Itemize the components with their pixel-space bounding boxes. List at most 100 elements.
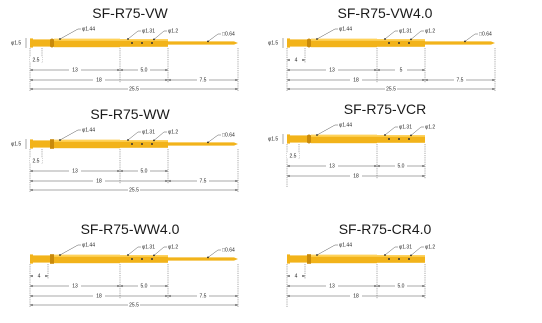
pin-collar [30, 38, 33, 48]
pin-barrel-highlight [377, 39, 425, 41]
pin-tip [168, 142, 238, 146]
dimension-label-bg [128, 86, 140, 91]
crimp-dot [398, 42, 400, 44]
callout-diameter-mid: φ1.31 [399, 125, 412, 131]
callout-diameter-mid: φ1.31 [142, 245, 155, 251]
arrow-head [45, 274, 48, 278]
callout-leader [410, 246, 424, 256]
callout-diameter-mid: φ1.31 [399, 245, 412, 251]
arrow-head [30, 179, 33, 183]
dimension-label-bg [128, 187, 140, 192]
callout-leader [384, 246, 398, 256]
arrow-head [165, 169, 168, 173]
arrow-head [287, 174, 290, 178]
arrow-head [302, 274, 305, 278]
callout-diameter-mid: φ1.31 [142, 29, 155, 35]
dimension-label: 18 [353, 78, 359, 84]
dimension-label-bg [93, 293, 105, 298]
callout-leader [59, 28, 81, 40]
dimension-label: 5.0 [141, 284, 148, 290]
dimension-label-bg [138, 283, 150, 288]
dimension-label: 7.5 [200, 179, 207, 185]
pin-title: SF-R75-VCR [344, 101, 426, 117]
arrow-head [120, 284, 123, 288]
arrow-head [287, 68, 290, 72]
arrow-head [235, 87, 238, 91]
arrow-head [422, 174, 425, 178]
arrow-head [168, 294, 171, 298]
dimension-label-bg [326, 283, 338, 288]
dimension-label: 13 [72, 68, 78, 74]
pin-main-body [54, 254, 120, 264]
callout-diameter-mid: φ1.31 [142, 130, 155, 136]
arrow-head [30, 303, 33, 307]
pin-title: SF-R75-WW [90, 106, 170, 122]
arrow-head [422, 78, 425, 82]
pin-tip [168, 41, 238, 45]
arrow-head [235, 188, 238, 192]
crimp-dot [131, 143, 133, 145]
callout-leader [59, 129, 81, 141]
callout-leader [207, 33, 221, 42]
pin-barrel [377, 39, 425, 47]
pin-main-body [311, 134, 377, 144]
callout-diameter-barrel: φ1.2 [425, 125, 435, 131]
pin-body [30, 38, 238, 48]
dimension-label-bg [350, 293, 362, 298]
arrow-head [168, 179, 171, 183]
dimension-label-bg [128, 302, 140, 307]
callout-diameter-left: φ1.5 [11, 41, 21, 47]
crimp-dot [131, 258, 133, 260]
dimension-label-bg [138, 67, 150, 72]
pin-body-highlight [311, 134, 377, 137]
dimension-label: 4 [38, 274, 41, 280]
arrow-head [30, 274, 33, 278]
dimension-label: 4 [295, 58, 298, 64]
callout-leader [207, 134, 221, 143]
callout-diameter-body: φ1.44 [82, 243, 95, 249]
dimension-label: 5.0 [398, 164, 405, 170]
dimension-label: 4 [295, 274, 298, 280]
pin-collar [287, 254, 290, 264]
arrow-head [120, 68, 123, 72]
pin-barrel-highlight [120, 39, 168, 41]
pin-plunger [33, 255, 50, 263]
callout-leader [410, 126, 424, 136]
pin-plunger [290, 255, 307, 263]
crimp-dot [388, 42, 390, 44]
arrow-head [287, 58, 290, 62]
arrow-head [165, 179, 168, 183]
arrow-head [287, 294, 290, 298]
arrow-head [30, 78, 33, 82]
dimension-label: 7.5 [457, 78, 464, 84]
arrow-head [287, 164, 290, 168]
pin-v-shoulder [307, 134, 311, 144]
dimension-label-bg [30, 158, 42, 163]
pin-body-highlight [54, 139, 120, 142]
pin-barrel [120, 255, 168, 263]
pin-body [287, 254, 425, 264]
dimension-label-bg [287, 153, 299, 158]
pin-drawing-3: SF-R75-WW φ1.44 φ1.31 φ1.2 □0.64 φ1.5 2.5 13 5.0… [11, 106, 239, 194]
pin-drawing-4: SF-R75-VCR φ1.44 φ1.31 φ1.2 φ1.5 2.5 13 5.0 18 [268, 101, 435, 187]
pin-drawing-6: SF-R75-CR4.0 φ1.44 φ1.31 φ1.2 4 13 5.0 18 [286, 221, 435, 307]
arrow-head [117, 169, 120, 173]
callout-leader [207, 249, 221, 258]
callout-diameter-barrel: φ1.2 [168, 29, 178, 35]
callout-leader [410, 30, 424, 40]
arrow-head [492, 78, 495, 82]
pin-tip [168, 257, 238, 261]
callout-tip-size: □0.64 [222, 248, 235, 254]
arrow-head [287, 87, 290, 91]
arrow-head [235, 303, 238, 307]
arrow-head [374, 284, 377, 288]
pin-main-body [54, 38, 120, 48]
arrow-head [422, 284, 425, 288]
arrow-head [168, 78, 171, 82]
arrow-head [235, 179, 238, 183]
callout-leader [127, 30, 141, 40]
arrow-head [377, 68, 380, 72]
callout-leader [464, 33, 478, 42]
arrow-head [377, 284, 380, 288]
arrow-head [492, 87, 495, 91]
